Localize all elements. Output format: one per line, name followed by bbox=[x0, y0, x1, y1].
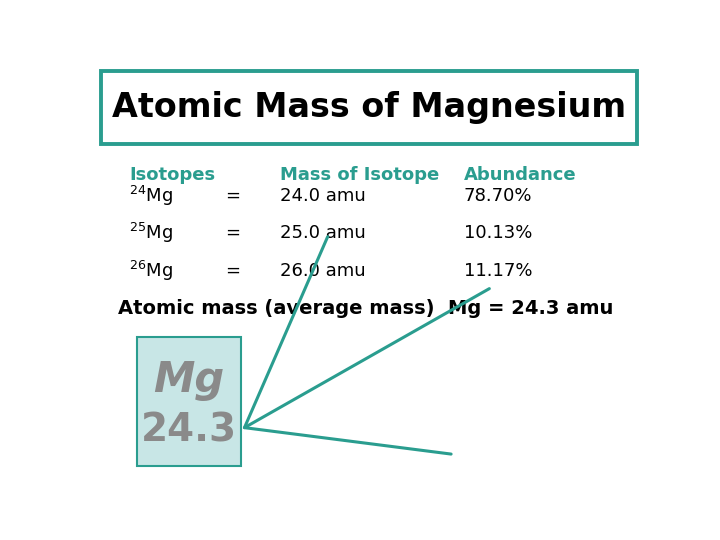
Text: 10.13%: 10.13% bbox=[464, 224, 532, 242]
Text: =: = bbox=[225, 261, 240, 280]
Text: 11.17%: 11.17% bbox=[464, 261, 532, 280]
Text: $^{25}$Mg: $^{25}$Mg bbox=[129, 221, 173, 245]
Text: Mass of Isotope: Mass of Isotope bbox=[280, 166, 439, 184]
FancyArrowPatch shape bbox=[245, 237, 490, 454]
Text: Isotopes: Isotopes bbox=[129, 166, 215, 184]
Text: Abundance: Abundance bbox=[464, 166, 577, 184]
Text: 24.3: 24.3 bbox=[141, 411, 237, 449]
Text: Mg: Mg bbox=[153, 360, 225, 401]
Text: 78.70%: 78.70% bbox=[464, 187, 532, 205]
Text: Atomic Mass of Magnesium: Atomic Mass of Magnesium bbox=[112, 91, 626, 124]
Text: 24.0 amu: 24.0 amu bbox=[280, 187, 366, 205]
FancyBboxPatch shape bbox=[101, 71, 637, 144]
Text: =: = bbox=[225, 224, 240, 242]
Text: =: = bbox=[225, 187, 240, 205]
Text: $^{26}$Mg: $^{26}$Mg bbox=[129, 259, 173, 282]
Text: $^{24}$Mg: $^{24}$Mg bbox=[129, 184, 173, 208]
Text: 26.0 amu: 26.0 amu bbox=[280, 261, 365, 280]
Text: 25.0 amu: 25.0 amu bbox=[280, 224, 366, 242]
FancyBboxPatch shape bbox=[138, 337, 240, 466]
Text: Atomic mass (average mass)  Mg = 24.3 amu: Atomic mass (average mass) Mg = 24.3 amu bbox=[118, 299, 613, 318]
